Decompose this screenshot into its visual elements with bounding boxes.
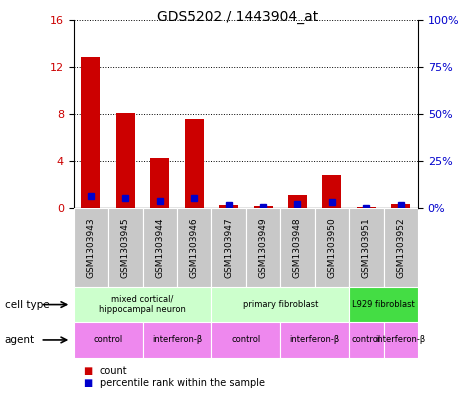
Bar (349, 287, 418, 322)
Text: control: control (352, 336, 381, 344)
Bar (185, 119, 204, 208)
Bar (142, 322, 211, 358)
Text: GSM1303952: GSM1303952 (396, 217, 405, 278)
Bar (384, 208, 418, 287)
Text: GSM1303945: GSM1303945 (121, 217, 130, 278)
Bar (211, 287, 349, 322)
Text: control: control (94, 336, 123, 344)
Bar (150, 158, 169, 208)
Text: ■: ■ (83, 378, 92, 388)
Text: GSM1303951: GSM1303951 (362, 217, 371, 278)
Text: GSM1303944: GSM1303944 (155, 217, 164, 278)
Text: L929 fibroblast: L929 fibroblast (352, 300, 415, 309)
Bar (391, 204, 410, 208)
Text: percentile rank within the sample: percentile rank within the sample (100, 378, 265, 388)
Bar (74, 208, 108, 287)
Bar (323, 175, 342, 208)
Bar (280, 208, 314, 287)
Bar (116, 113, 135, 208)
Bar (254, 206, 273, 208)
Text: agent: agent (5, 335, 35, 345)
Text: count: count (100, 366, 127, 376)
Text: cell type: cell type (5, 299, 49, 310)
Text: interferon-β: interferon-β (376, 336, 426, 344)
Bar (142, 208, 177, 287)
Bar (349, 322, 384, 358)
Text: GSM1303950: GSM1303950 (327, 217, 336, 278)
Bar (74, 287, 211, 322)
Bar (177, 208, 211, 287)
Text: GSM1303948: GSM1303948 (293, 217, 302, 278)
Bar (246, 208, 280, 287)
Text: GSM1303943: GSM1303943 (86, 217, 95, 278)
Bar (280, 322, 349, 358)
Bar (384, 322, 418, 358)
Text: primary fibroblast: primary fibroblast (243, 300, 318, 309)
Text: interferon-β: interferon-β (290, 336, 340, 344)
Bar (314, 208, 349, 287)
Text: mixed cortical/
hippocampal neuron: mixed cortical/ hippocampal neuron (99, 295, 186, 314)
Text: control: control (231, 336, 260, 344)
Bar (219, 205, 238, 208)
Bar (81, 57, 100, 208)
Bar (211, 208, 246, 287)
Text: interferon-β: interferon-β (152, 336, 202, 344)
Text: GSM1303947: GSM1303947 (224, 217, 233, 278)
Bar (357, 207, 376, 208)
Text: GSM1303949: GSM1303949 (258, 217, 267, 278)
Text: ■: ■ (83, 366, 92, 376)
Text: GSM1303946: GSM1303946 (190, 217, 199, 278)
Text: GDS5202 / 1443904_at: GDS5202 / 1443904_at (157, 10, 318, 24)
Bar (74, 322, 142, 358)
Bar (211, 322, 280, 358)
Bar (288, 195, 307, 208)
Bar (349, 208, 384, 287)
Bar (108, 208, 142, 287)
